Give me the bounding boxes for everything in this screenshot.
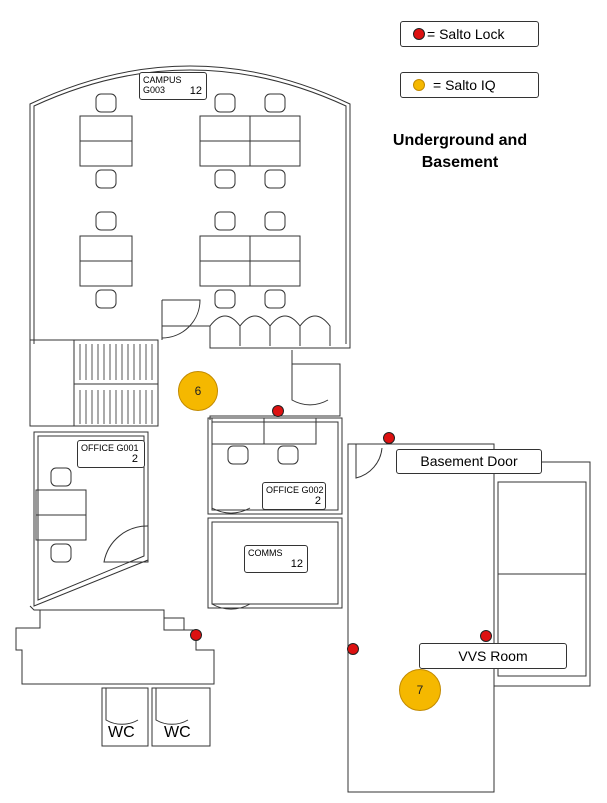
- door-swing: [355, 444, 383, 479]
- salto-lock-legend-icon: [413, 28, 425, 40]
- room-name: COMMS: [248, 548, 283, 558]
- salto-iq-label: 6: [194, 384, 202, 398]
- room-capacity: 12: [189, 85, 202, 97]
- desk-cluster: [79, 115, 301, 287]
- basement-room-outline: [347, 443, 495, 793]
- vvs-room-callout: VVS Room: [419, 643, 567, 669]
- chairs: [95, 93, 286, 309]
- map-title-line2: Basement: [421, 154, 499, 171]
- campus-room-outline: [29, 65, 351, 349]
- legend-salto-iq: = Salto IQ: [400, 72, 539, 98]
- map-title-line1: Underground and: [392, 132, 528, 149]
- basement-door-callout: Basement Door: [396, 449, 542, 474]
- vvs-room-outline: [494, 461, 591, 687]
- room-label-campus: CAMPUS G003 12: [139, 72, 207, 100]
- door-swing: [103, 525, 149, 563]
- door-swing: [291, 364, 329, 406]
- wc-2-outline: [151, 687, 211, 747]
- salto-iq-marker: 7: [399, 669, 441, 711]
- salto-lock-marker: [347, 643, 359, 655]
- lower-corridor: [15, 605, 215, 685]
- legend-iq-label: = Salto IQ: [433, 77, 496, 93]
- salto-iq-label: 7: [416, 683, 424, 697]
- salto-lock-marker: [272, 405, 284, 417]
- door-swing: [161, 299, 201, 339]
- door-swing: [211, 566, 251, 610]
- room-label-office-g001: OFFICE G001 2: [77, 440, 145, 468]
- room-name: OFFICE G001: [81, 443, 139, 453]
- salto-lock-marker: [190, 629, 202, 641]
- room-label-office-g002: OFFICE G002 2: [262, 482, 326, 510]
- room-label-wc-1: WC: [108, 724, 135, 741]
- salto-iq-marker: 6: [178, 371, 218, 411]
- comms-outline: [207, 517, 343, 609]
- room-name: CAMPUS G003: [143, 75, 182, 95]
- door-swing: [211, 470, 251, 514]
- legend-salto-lock: = Salto Lock: [400, 21, 539, 47]
- legend-lock-label: = Salto Lock: [427, 26, 505, 42]
- wc-1-outline: [101, 687, 149, 747]
- room-capacity: 2: [131, 453, 138, 465]
- room-capacity: 2: [314, 495, 321, 507]
- salto-lock-marker: [480, 630, 492, 642]
- room-label-comms: COMMS 12: [244, 545, 308, 573]
- salto-iq-legend-icon: [413, 79, 425, 91]
- map-title: Underground and Basement: [370, 130, 550, 174]
- room-label-wc-2: WC: [164, 724, 191, 741]
- salto-lock-marker: [383, 432, 395, 444]
- room-name: OFFICE G002: [266, 485, 324, 495]
- room-capacity: 12: [290, 558, 303, 570]
- staircase: [29, 339, 159, 427]
